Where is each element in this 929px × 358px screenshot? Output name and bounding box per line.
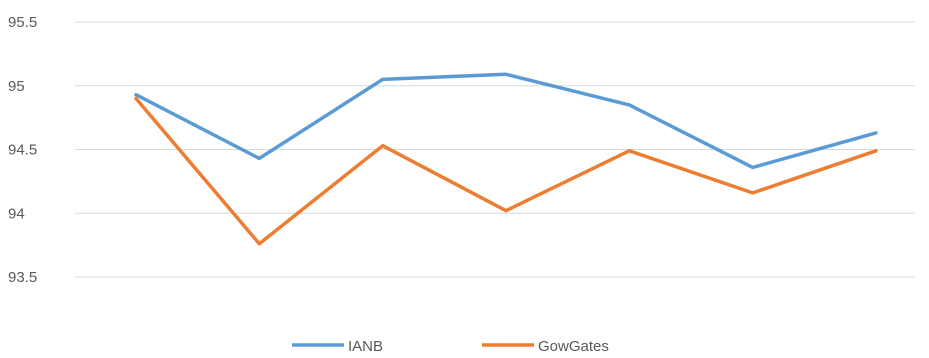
y-tick-label: 95 [8,78,25,95]
legend-label-gowgates: GowGates [538,338,609,355]
series-lines [134,72,878,246]
y-tick-label: 94 [8,205,25,222]
gridlines [75,21,915,278]
y-tick-label: 95.5 [8,14,37,31]
series-line-gowgates [134,96,878,246]
series-line-ianb [134,72,878,170]
legend: IANB GowGates [292,338,609,355]
y-tick-label: 94.5 [8,142,37,159]
y-axis: 93.5 94 94.5 95 95.5 [8,14,37,286]
legend-label-ianb: IANB [348,338,383,355]
y-tick-label: 93.5 [8,269,37,286]
